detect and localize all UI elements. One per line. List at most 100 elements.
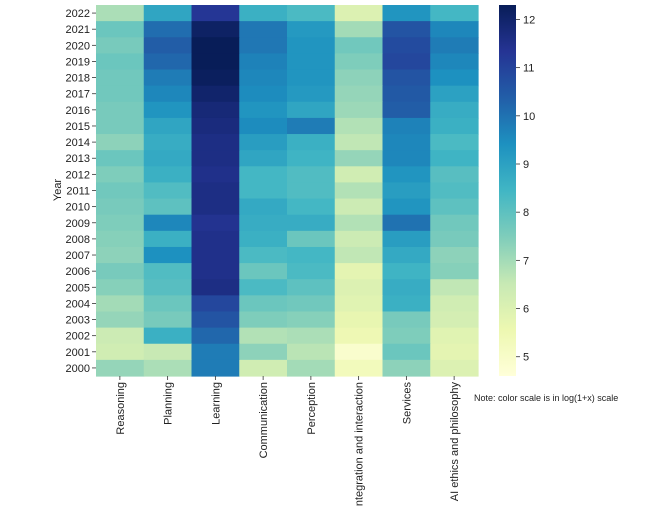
x-tick-label: Planning [163, 382, 175, 425]
y-tick-label: 2000 [66, 363, 90, 375]
heatmap-cell [191, 230, 240, 248]
heatmap-cell [382, 198, 431, 216]
heatmap-cell [191, 246, 240, 264]
heatmap-cell [96, 182, 145, 200]
y-tick-label: 2009 [66, 218, 90, 230]
heatmap-cell [382, 343, 431, 361]
heatmap-cell [96, 69, 145, 87]
heatmap-cell [334, 230, 384, 248]
colorbar-tick-label: 10 [523, 111, 535, 123]
heatmap-cell [334, 134, 384, 151]
heatmap-cell [382, 85, 431, 103]
heatmap-cell [143, 279, 193, 296]
heatmap-cell [143, 134, 193, 151]
heatmap-cell [143, 21, 193, 38]
x-tick-label: Integration and interaction [354, 382, 366, 507]
colorbar-gradient [499, 5, 516, 376]
heatmap-cell [143, 359, 193, 377]
heatmap-cell [143, 53, 193, 71]
y-tick-label: 2002 [66, 331, 90, 343]
heatmap-cell [191, 150, 240, 167]
heatmap-cell [334, 311, 384, 329]
heatmap-cell [143, 343, 193, 361]
heatmap-cell [143, 150, 193, 167]
heatmap-cell [191, 214, 240, 232]
heatmap-cell [239, 53, 288, 71]
heatmap-cell [239, 166, 288, 184]
heatmap-cell [143, 166, 193, 184]
y-tick-label: 2016 [66, 105, 90, 117]
heatmap-cell [382, 150, 431, 167]
heatmap-cell [287, 359, 336, 377]
colorbar-tick-label: 5 [523, 352, 529, 364]
heatmap-cell [96, 85, 145, 103]
heatmap-cell [239, 69, 288, 87]
y-tick-label: 2012 [66, 169, 90, 181]
heatmap-cell [334, 263, 384, 280]
heatmap-cell [382, 182, 431, 200]
heatmap-cell [382, 327, 431, 345]
heatmap-cells [96, 5, 479, 377]
heatmap-cell [191, 343, 240, 361]
heatmap-cell [143, 37, 193, 54]
heatmap-cell [334, 343, 384, 361]
heatmap-cell [239, 101, 288, 119]
heatmap-cell [334, 246, 384, 264]
heatmap-cell [382, 359, 431, 377]
heatmap-cell [143, 69, 193, 87]
heatmap-cell [287, 182, 336, 200]
y-tick-label: 2017 [66, 89, 90, 101]
heatmap-cell [191, 295, 240, 313]
x-tick-label: Reasoning [115, 382, 127, 435]
colorbar-tick-label: 12 [523, 14, 535, 26]
heatmap-cell [239, 21, 288, 38]
heatmap-cell [334, 150, 384, 167]
heatmap-cell [430, 359, 479, 377]
heatmap-cell [239, 263, 288, 280]
heatmap-cell [143, 295, 193, 313]
heatmap-cell [382, 214, 431, 232]
y-tick-label: 2005 [66, 282, 90, 294]
heatmap-cell [96, 21, 145, 38]
heatmap-cell [287, 343, 336, 361]
heatmap-cell [382, 263, 431, 280]
colorbar-tick-label: 8 [523, 207, 529, 219]
y-tick-label: 2022 [66, 8, 90, 20]
heatmap-cell [143, 182, 193, 200]
heatmap-cell [96, 117, 145, 135]
x-tick-label: Communication [258, 382, 270, 458]
heatmap-cell [239, 214, 288, 232]
heatmap-cell [191, 101, 240, 119]
heatmap-cell [143, 117, 193, 135]
heatmap-cell [382, 37, 431, 54]
heatmap-cell [239, 5, 288, 22]
heatmap-cell [334, 117, 384, 135]
heatmap-cell [287, 311, 336, 329]
heatmap-cell [239, 343, 288, 361]
heatmap-cell [191, 134, 240, 151]
heatmap-cell [334, 53, 384, 71]
heatmap-cell [334, 5, 384, 22]
heatmap-cell [96, 359, 145, 377]
heatmap-cell [287, 279, 336, 296]
heatmap-cell [287, 134, 336, 151]
heatmap-cell [334, 359, 384, 377]
heatmap-cell [96, 230, 145, 248]
heatmap-cell [287, 214, 336, 232]
heatmap-cell [287, 101, 336, 119]
y-axis-ticks: 2022 2021 2020 2019 2018 2017 2016 2015 2014 2013… [66, 8, 96, 375]
heatmap-cell [143, 214, 193, 232]
heatmap-cell [430, 5, 479, 22]
heatmap-cell [287, 21, 336, 38]
heatmap-cell [430, 150, 479, 167]
heatmap-cell [382, 101, 431, 119]
heatmap-cell [96, 53, 145, 71]
heatmap-cell [334, 69, 384, 87]
heatmap-cell [334, 37, 384, 54]
heatmap-cell [334, 214, 384, 232]
heatmap-cell [239, 134, 288, 151]
y-tick-label: 2001 [66, 347, 90, 359]
heatmap-cell [382, 246, 431, 264]
heatmap-cell [430, 214, 479, 232]
heatmap-cell [239, 150, 288, 167]
